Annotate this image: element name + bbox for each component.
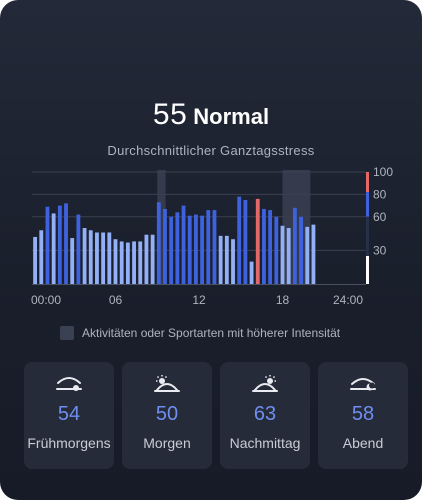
- stress-bar: [45, 206, 50, 284]
- stress-bar: [107, 232, 112, 284]
- stress-bar: [138, 241, 143, 284]
- stress-bar: [268, 210, 273, 284]
- stress-bar: [243, 200, 248, 284]
- chart-subtitle: Durchschnittlicher Ganztagsstress: [107, 143, 315, 158]
- stress-bar: [39, 230, 44, 284]
- stress-scale-segment: [366, 172, 369, 193]
- period-value: 50: [155, 403, 179, 425]
- period-card-early-morning[interactable]: 54 Frühmorgens: [24, 362, 114, 469]
- stress-bar: [255, 198, 260, 284]
- early-morning-icon: [54, 374, 84, 396]
- stress-bar: [231, 239, 235, 284]
- period-label: Nachmittag: [229, 435, 301, 451]
- x-tick-label: 24:00: [333, 293, 363, 307]
- stress-bar: [193, 214, 198, 284]
- stress-bar: [218, 235, 223, 284]
- stress-bar: [206, 210, 211, 284]
- stress-bar: [150, 234, 155, 284]
- legend-label: Aktivitäten oder Sportarten mit höherer …: [82, 326, 341, 340]
- intensity-highlight-band: [157, 170, 166, 284]
- period-card-afternoon[interactable]: 63 Nachmittag: [220, 362, 310, 469]
- stress-bar: [292, 207, 297, 284]
- stress-bar: [286, 228, 291, 284]
- morning-sun-icon: [152, 374, 182, 396]
- period-label: Frühmorgens: [27, 435, 111, 451]
- stress-bar: [101, 232, 106, 284]
- stress-bar: [33, 236, 38, 284]
- stress-bar: [113, 239, 118, 284]
- stress-bar: [212, 210, 217, 284]
- stress-score: 55 Normal: [0, 98, 422, 132]
- stress-bar: [144, 234, 149, 284]
- stress-bar: [82, 228, 87, 284]
- period-breakdown: 54 Frühmorgens 50 Morgen: [24, 362, 408, 469]
- y-tick-label: 80: [373, 187, 387, 201]
- period-label: Morgen: [143, 435, 191, 451]
- x-tick-label: 18: [276, 293, 290, 307]
- period-value: 58: [351, 403, 375, 425]
- stress-bar: [156, 202, 161, 284]
- period-value: 54: [57, 403, 81, 425]
- stress-bar: [64, 203, 68, 284]
- period-card-morning[interactable]: 50 Morgen: [122, 362, 212, 469]
- afternoon-sun-icon: [250, 374, 280, 396]
- stress-bar: [224, 235, 229, 284]
- x-tick-label: 00:00: [31, 293, 61, 307]
- stress-bar: [51, 213, 56, 284]
- stress-bar: [70, 238, 75, 284]
- stress-bar: [262, 208, 266, 284]
- stress-bar: [249, 261, 254, 284]
- y-tick-label: 100: [373, 165, 393, 179]
- stress-bar: [163, 208, 167, 284]
- period-label: Abend: [342, 435, 384, 451]
- y-tick-label: 60: [373, 210, 387, 224]
- stress-bar: [299, 216, 303, 284]
- intensity-legend: Aktivitäten oder Sportarten mit höherer …: [60, 326, 340, 340]
- period-card-evening[interactable]: 58 Abend: [318, 362, 408, 469]
- x-tick-label: 12: [192, 293, 206, 307]
- stress-bar: [175, 212, 180, 284]
- x-tick-label: 06: [109, 293, 123, 307]
- stress-bar: [95, 232, 99, 284]
- stress-scale-segment: [366, 192, 369, 217]
- stress-bar: [169, 216, 174, 284]
- y-tick-label: 30: [373, 243, 387, 257]
- stress-scale-segment: [366, 256, 369, 284]
- stress-bar: [200, 215, 205, 284]
- stress-bar: [305, 226, 310, 284]
- stress-bar: [187, 215, 192, 284]
- evening-moon-icon: [348, 374, 378, 396]
- stress-bar: [280, 225, 285, 284]
- stress-bar: [237, 196, 242, 284]
- stress-bar: [274, 216, 279, 284]
- stress-bar: [181, 205, 186, 284]
- period-value: 63: [253, 403, 277, 425]
- stress-level-label: Normal: [193, 104, 270, 129]
- stress-bar: [132, 241, 136, 284]
- stress-bar: [76, 214, 81, 284]
- stress-bar: [88, 230, 93, 284]
- stress-bar: [125, 242, 130, 284]
- stress-bar: [311, 224, 316, 284]
- stress-bar-chart[interactable]: 100 80 60 30 00:00 06 12 18 24:00: [0, 160, 422, 320]
- stress-score-value: 55: [152, 98, 188, 131]
- stress-scale-segment: [366, 216, 369, 256]
- stress-bar: [57, 205, 62, 284]
- stress-bar: [119, 241, 124, 284]
- legend-swatch: [60, 326, 74, 340]
